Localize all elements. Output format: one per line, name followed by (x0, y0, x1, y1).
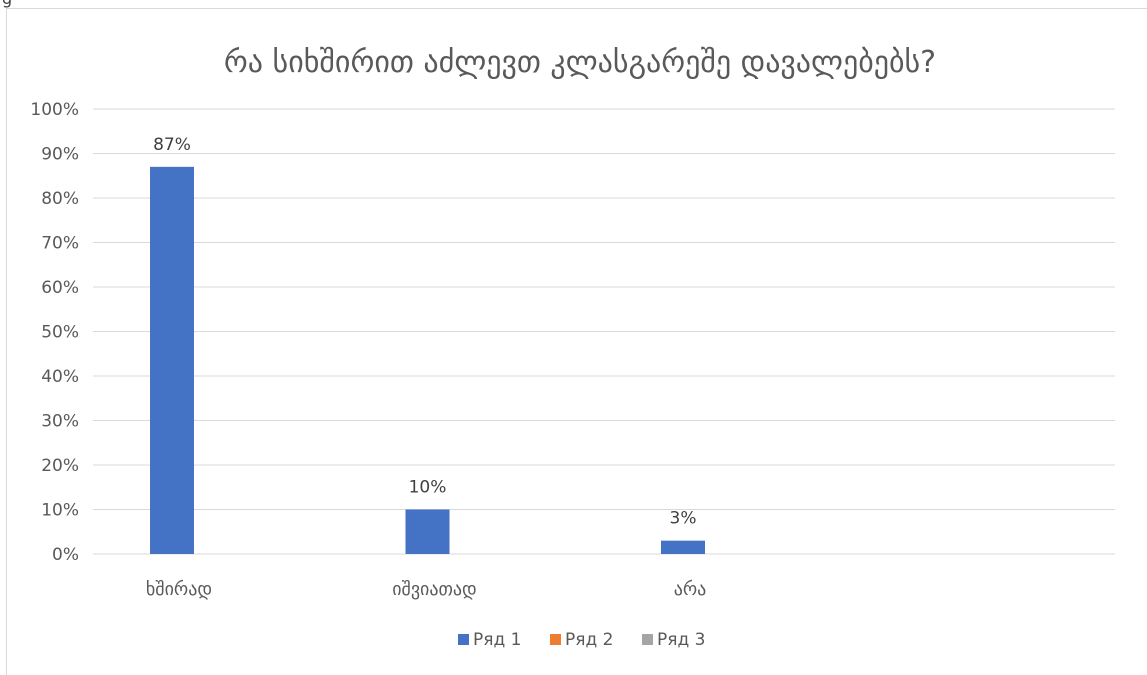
bars (150, 166, 705, 554)
y-tick-label: 50% (41, 323, 79, 343)
bar (405, 509, 450, 554)
y-tick-label: 30% (41, 412, 79, 432)
data-label: 3% (670, 509, 697, 529)
legend-swatch (550, 634, 561, 645)
data-labels: 87% 10% 3% (153, 135, 696, 529)
gridlines (93, 108, 1115, 555)
y-tick-label: 80% (41, 189, 79, 209)
chart-area (6, 8, 1147, 675)
bar (661, 540, 705, 554)
category-label: არა (674, 579, 707, 600)
legend-label: Ряд 3 (657, 630, 705, 650)
category-label: ხშირად (146, 579, 212, 600)
y-tick-label: 20% (41, 456, 79, 476)
category-label: იშვიათად (392, 579, 477, 600)
y-tick-label: 90% (41, 145, 79, 165)
legend: Ряд 1 Ряд 2 Ряд 3 (458, 630, 705, 650)
category-labels: ხშირად იშვიათად არა (146, 579, 706, 600)
y-tick-label: 10% (41, 501, 79, 521)
legend-label: Ряд 1 (473, 630, 521, 650)
y-tick-label: 0% (52, 545, 79, 565)
data-label: 87% (153, 135, 191, 155)
legend-swatch (458, 634, 469, 645)
legend-swatch (642, 634, 653, 645)
y-axis-ticks: 0% 10% 20% 30% 40% 50% 60% 70% 80% 90% 100% (30, 100, 79, 565)
legend-label: Ряд 2 (565, 630, 613, 650)
bar (150, 166, 194, 554)
data-label: 10% (409, 478, 447, 498)
chart-title: რა სიხშირით აძლევთ კლასგარეშე დავალებებს… (224, 45, 936, 80)
y-tick-label: 40% (41, 367, 79, 387)
y-tick-label: 70% (41, 234, 79, 254)
clipped-text-fragment: g (0, 0, 40, 8)
y-tick-label: 100% (30, 100, 79, 120)
y-tick-label: 60% (41, 278, 79, 298)
